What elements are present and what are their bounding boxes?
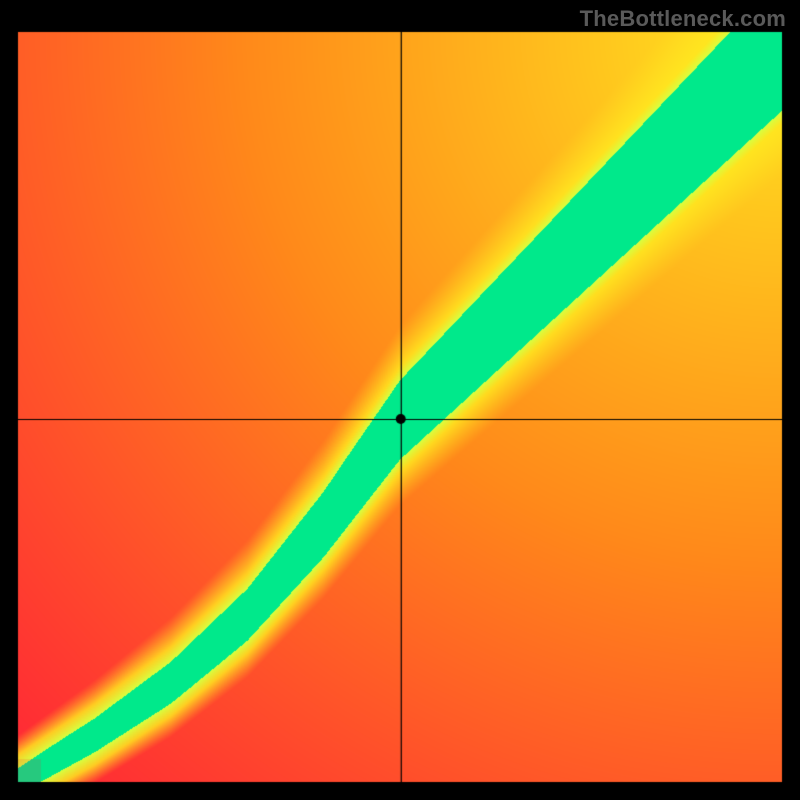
bottleneck-heatmap — [0, 0, 800, 800]
watermark-text: TheBottleneck.com — [580, 6, 786, 32]
chart-container: TheBottleneck.com — [0, 0, 800, 800]
